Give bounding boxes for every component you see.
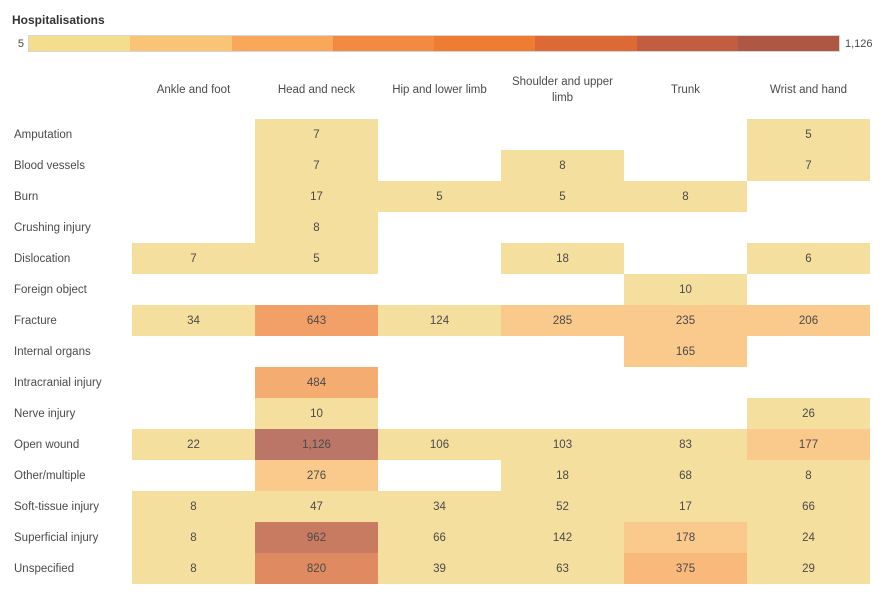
row-label[interactable]: Nerve injury (14, 407, 76, 420)
heatmap-cell[interactable]: 8 (132, 491, 255, 522)
heatmap-cell[interactable]: 142 (501, 522, 624, 553)
row-label[interactable]: Dislocation (14, 252, 71, 265)
heatmap-cell[interactable]: 5 (747, 119, 870, 150)
heatmap-cell[interactable]: 484 (255, 367, 378, 398)
column-header[interactable]: Trunk (671, 84, 700, 97)
row-label[interactable]: Other/multiple (14, 469, 86, 482)
heatmap-cell[interactable]: 165 (624, 336, 747, 367)
heatmap-cell[interactable]: 8 (132, 553, 255, 584)
row-label[interactable]: Foreign object (14, 283, 87, 296)
heatmap-cell[interactable]: 5 (378, 181, 501, 212)
heatmap-cell[interactable]: 5 (255, 243, 378, 274)
heatmap-cell[interactable]: 375 (624, 553, 747, 584)
heatmap-cell[interactable]: 6 (747, 243, 870, 274)
legend-step (130, 36, 232, 51)
row-label[interactable]: Burn (14, 190, 39, 203)
heatmap-cell[interactable]: 26 (747, 398, 870, 429)
heatmap-cell[interactable]: 83 (624, 429, 747, 460)
heatmap-cell[interactable]: 5 (501, 181, 624, 212)
row-label[interactable]: Unspecified (14, 562, 75, 575)
heatmap-cell[interactable]: 8 (624, 181, 747, 212)
heatmap-cell[interactable]: 820 (255, 553, 378, 584)
column-header[interactable]: Head and neck (277, 84, 356, 97)
heatmap-cell[interactable]: 34 (132, 305, 255, 336)
heatmap-cell[interactable]: 8 (501, 150, 624, 181)
heatmap-cell[interactable]: 47 (255, 491, 378, 522)
column-header[interactable]: Hip and lower limb (392, 84, 487, 97)
row-label[interactable]: Amputation (14, 128, 73, 141)
heatmap-cell[interactable]: 39 (378, 553, 501, 584)
heatmap-cell[interactable]: 52 (501, 491, 624, 522)
legend-step (332, 36, 434, 51)
legend-step (434, 36, 536, 51)
heatmap-cell[interactable]: 18 (501, 460, 624, 491)
legend-title: Hospitalisations (12, 13, 105, 27)
heatmap-cell[interactable]: 7 (132, 243, 255, 274)
column-header[interactable]: Wrist and hand (769, 84, 848, 97)
legend-step (636, 36, 738, 51)
row-label[interactable]: Internal organs (14, 345, 91, 358)
column-header[interactable]: Ankle and foot (156, 84, 231, 97)
row-label[interactable]: Intracranial injury (14, 376, 102, 389)
heatmap-cell[interactable]: 124 (378, 305, 501, 336)
heatmap-cell[interactable]: 235 (624, 305, 747, 336)
heatmap-cell[interactable]: 29 (747, 553, 870, 584)
row-label[interactable]: Open wound (14, 438, 80, 451)
row-label[interactable]: Fracture (14, 314, 57, 327)
heatmap-cell[interactable]: 177 (747, 429, 870, 460)
legend-step (231, 36, 333, 51)
row-label[interactable]: Crushing injury (14, 221, 91, 234)
legend-step (535, 36, 637, 51)
row-label[interactable]: Superficial injury (14, 531, 99, 544)
heatmap-cell[interactable]: 276 (255, 460, 378, 491)
heatmap-cell[interactable]: 10 (624, 274, 747, 305)
heatmap-cell[interactable]: 17 (624, 491, 747, 522)
heatmap-cell[interactable]: 962 (255, 522, 378, 553)
heatmap-cell[interactable]: 8 (132, 522, 255, 553)
legend-step (737, 36, 839, 51)
legend-max-label: 1,126 (845, 38, 873, 50)
heatmap-cell[interactable]: 66 (747, 491, 870, 522)
heatmap-cell[interactable]: 8 (747, 460, 870, 491)
heatmap-cell[interactable]: 66 (378, 522, 501, 553)
heatmap-cell[interactable]: 1,126 (255, 429, 378, 460)
heatmap-cell[interactable]: 7 (255, 119, 378, 150)
heatmap-cell[interactable]: 63 (501, 553, 624, 584)
legend-step (29, 36, 131, 51)
heatmap-cell[interactable]: 17 (255, 181, 378, 212)
heatmap-cell[interactable]: 206 (747, 305, 870, 336)
heatmap-cell[interactable]: 24 (747, 522, 870, 553)
heatmap-cell[interactable]: 7 (747, 150, 870, 181)
legend-color-ramp[interactable] (28, 35, 840, 52)
row-label[interactable]: Blood vessels (14, 159, 85, 172)
heatmap-cell[interactable]: 7 (255, 150, 378, 181)
heatmap-cell[interactable]: 285 (501, 305, 624, 336)
heatmap-cell[interactable]: 106 (378, 429, 501, 460)
heatmap-cell[interactable]: 34 (378, 491, 501, 522)
heatmap-cell[interactable]: 10 (255, 398, 378, 429)
row-label[interactable]: Soft-tissue injury (14, 500, 100, 513)
heatmap-cell[interactable]: 22 (132, 429, 255, 460)
heatmap-cell[interactable]: 8 (255, 212, 378, 243)
column-header[interactable]: Shoulder and upper limb (511, 76, 614, 104)
heatmap-cell[interactable]: 68 (624, 460, 747, 491)
legend-min-label: 5 (17, 38, 24, 50)
heatmap-grid: Ankle and foot Head and neck Hip and lower… (0, 60, 890, 600)
heatmap-cell[interactable]: 18 (501, 243, 624, 274)
heatmap-cell[interactable]: 178 (624, 522, 747, 553)
heatmap-cell[interactable]: 643 (255, 305, 378, 336)
heatmap-cell[interactable]: 103 (501, 429, 624, 460)
